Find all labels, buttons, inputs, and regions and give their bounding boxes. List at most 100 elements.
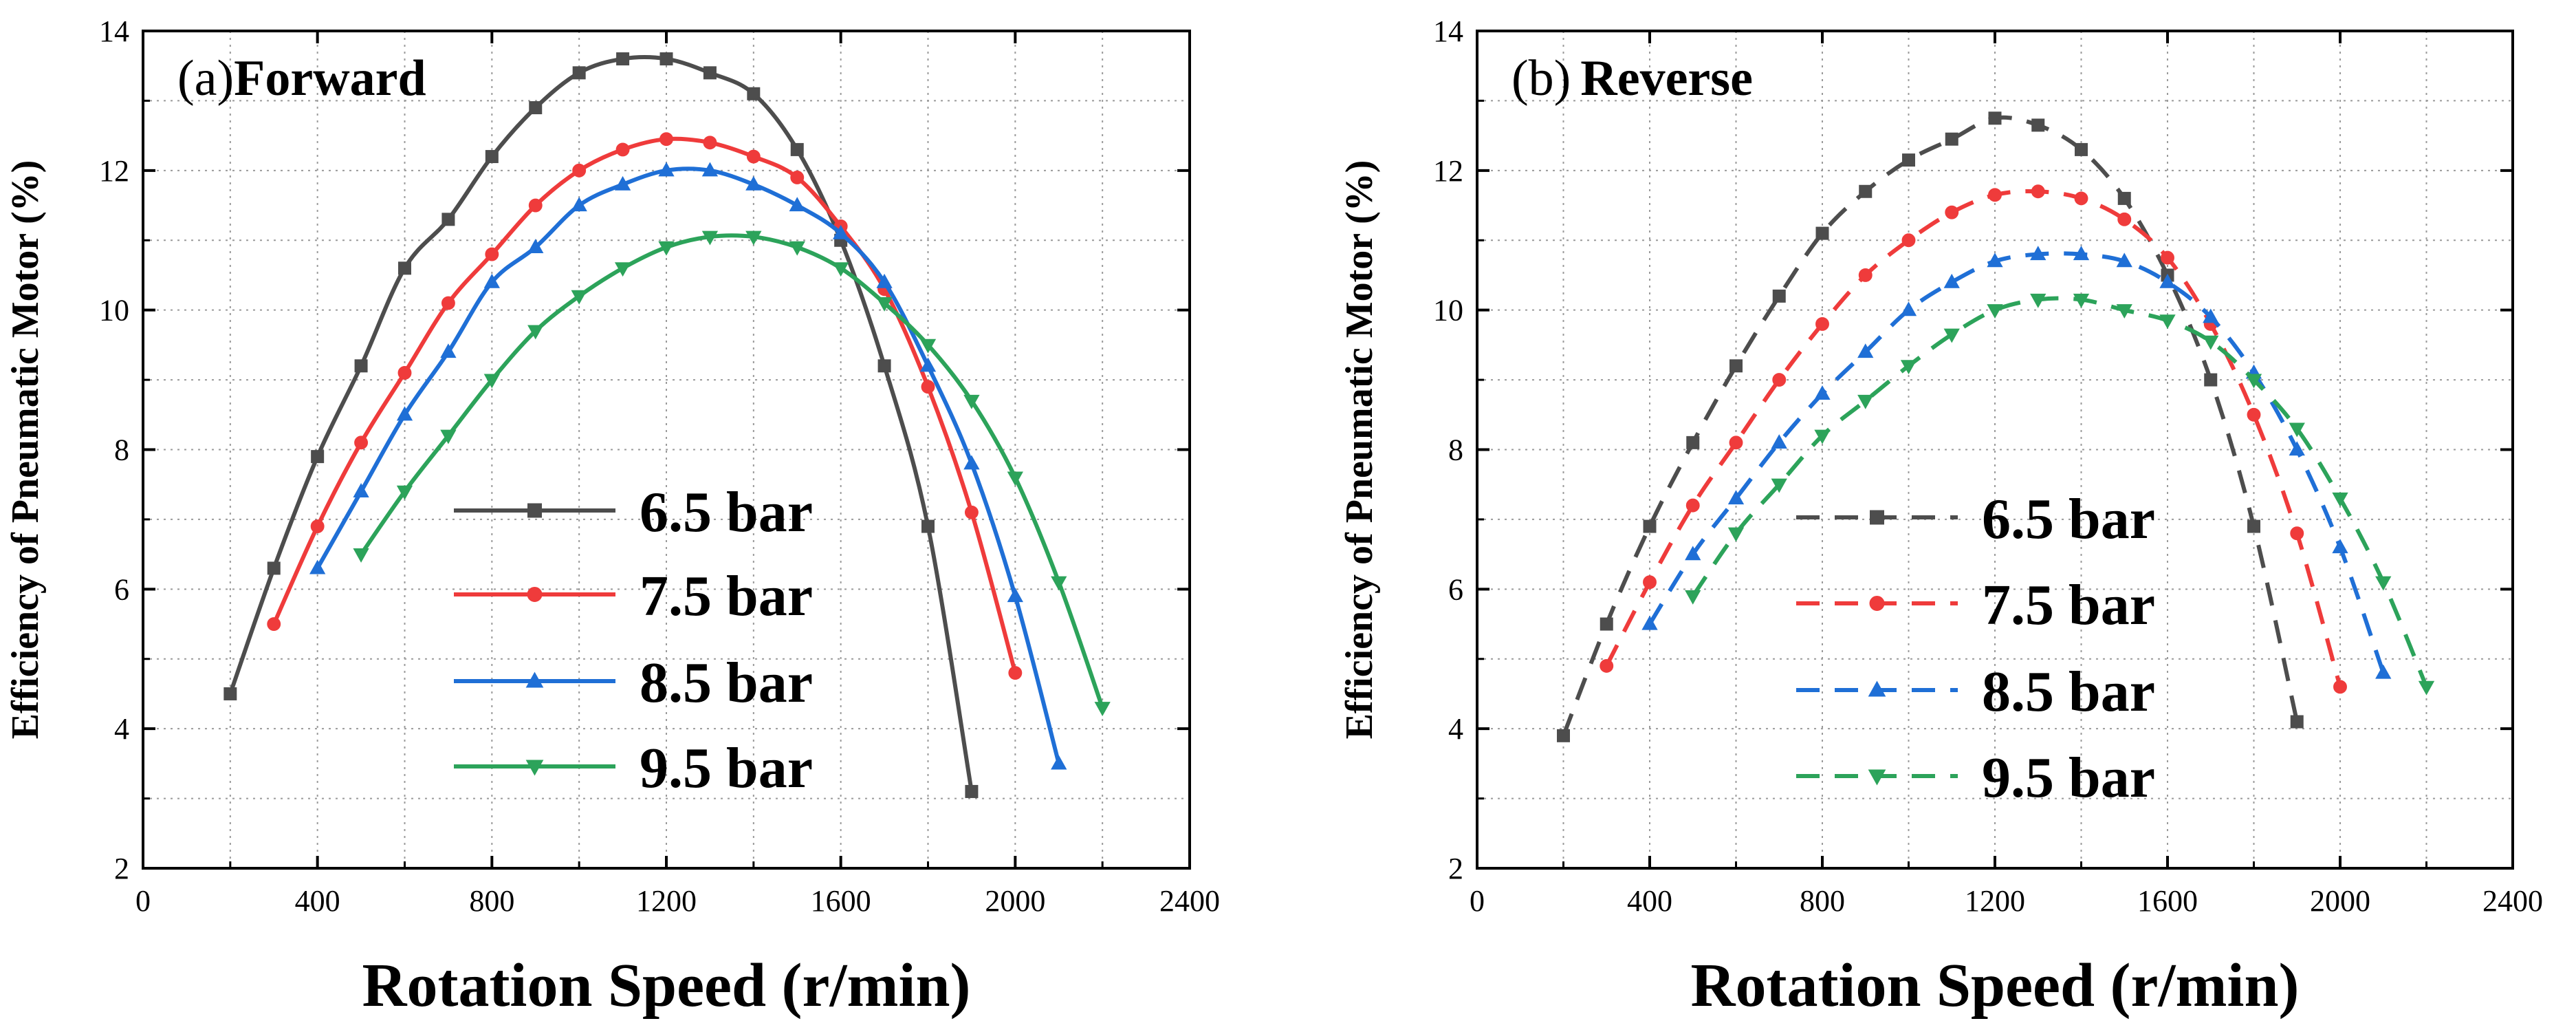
x-tick-label: 0: [135, 884, 151, 918]
legend-label: 9.5 bar: [1982, 746, 2155, 810]
data-point: [2333, 680, 2347, 694]
y-axis-title: Efficiency of Pneumatic Motor (%): [1338, 160, 1381, 740]
y-tick-label: 12: [99, 154, 129, 188]
chart-panel-forward: 0 400 800 1200 1600 2000 2400 2 4 6 8 10 12 14 Rotatio…: [4, 14, 1220, 1020]
data-point: [267, 617, 281, 631]
data-point: [2116, 252, 2132, 268]
series-line: [272, 136, 1018, 674]
legend-label: 7.5 bar: [1982, 573, 2155, 637]
data-point: [789, 241, 805, 256]
series-8-5-bar: [309, 162, 1067, 770]
series-9-5-bar: [1685, 293, 2435, 696]
data-point: [1815, 317, 1829, 331]
data-point: [2116, 304, 2132, 319]
data-point: [659, 52, 673, 66]
panel-label: (a): [177, 50, 234, 107]
legend-marker: [1869, 596, 1885, 611]
series-6-5-bar: [223, 52, 979, 798]
data-point: [747, 87, 761, 100]
data-point: [483, 374, 500, 389]
data-point: [1858, 268, 1873, 282]
x-tick-label: 1200: [1965, 884, 2025, 918]
y-tick-label: 6: [1448, 572, 1463, 606]
data-point: [919, 357, 937, 372]
data-point: [1988, 111, 2002, 125]
data-point: [1771, 478, 1787, 493]
legend-marker: [527, 587, 543, 602]
data-point: [353, 548, 369, 563]
data-point: [2203, 335, 2219, 350]
y-tick-label: 4: [1448, 712, 1463, 746]
data-point: [963, 394, 980, 409]
y-tick-label: 8: [1448, 433, 1463, 467]
grid: [1477, 31, 2513, 868]
data-point: [1943, 273, 1960, 288]
data-point: [1557, 729, 1570, 742]
data-point: [965, 784, 979, 798]
legend-marker: [525, 671, 544, 688]
data-point: [1685, 498, 1700, 513]
data-point: [2290, 526, 2304, 541]
data-point: [1814, 429, 1831, 444]
data-point: [1727, 527, 1745, 542]
data-point: [2031, 184, 2045, 199]
data-point: [921, 519, 935, 533]
data-point: [571, 290, 587, 305]
data-point: [441, 213, 455, 226]
data-point: [2030, 293, 2046, 308]
data-point: [1641, 615, 1658, 630]
data-point: [1987, 252, 2003, 268]
data-point: [1988, 188, 2002, 202]
series-line: [1648, 251, 2386, 674]
panel-label: (b): [1511, 50, 1571, 107]
x-tick-label: 1200: [636, 884, 697, 918]
data-point: [876, 273, 893, 288]
y-tick-label: 14: [99, 14, 129, 48]
series-6-5-bar: [1557, 111, 2304, 742]
data-point: [919, 338, 937, 354]
data-point: [1643, 519, 1657, 533]
data-point: [746, 149, 761, 164]
data-point: [311, 450, 325, 464]
x-tick-label: 2000: [2310, 884, 2370, 918]
legend-marker: [1870, 510, 1884, 525]
x-tick-label: 400: [295, 884, 340, 918]
y-tick-label: 2: [114, 852, 129, 885]
legend-marker: [1868, 769, 1886, 786]
data-point: [1051, 576, 1067, 591]
data-point: [2204, 373, 2218, 387]
data-point: [2159, 314, 2176, 330]
data-point: [1814, 385, 1831, 400]
data-point: [1901, 233, 1916, 248]
data-point: [310, 519, 325, 534]
data-point: [1945, 205, 1959, 219]
data-point: [703, 66, 717, 80]
data-point: [877, 359, 891, 373]
data-point: [658, 162, 675, 177]
legend: 6.5 bar 7.5 bar 8.5 bar 9.5 bar: [454, 480, 813, 800]
data-point: [703, 136, 717, 150]
data-point: [483, 273, 500, 288]
legend-label: 7.5 bar: [640, 564, 813, 628]
data-point: [790, 142, 804, 156]
data-point: [745, 175, 762, 191]
data-point: [2075, 142, 2088, 156]
panel-title: (b) Reverse: [1511, 50, 1753, 107]
data-point: [1900, 360, 1917, 375]
data-point: [2245, 374, 2262, 389]
y-tick-label: 2: [1448, 852, 1463, 885]
data-point: [1815, 226, 1829, 240]
data-point: [1772, 289, 1786, 303]
data-point: [1685, 590, 1701, 605]
data-point: [964, 505, 979, 519]
data-point: [2375, 576, 2392, 591]
panel-title: (a)Forward: [177, 50, 426, 107]
data-point: [1600, 617, 1613, 631]
data-point: [1857, 343, 1874, 358]
series-line: [1604, 189, 2342, 688]
data-point: [2332, 492, 2348, 507]
data-point: [528, 198, 543, 213]
data-point: [833, 224, 849, 239]
data-point: [398, 261, 411, 275]
